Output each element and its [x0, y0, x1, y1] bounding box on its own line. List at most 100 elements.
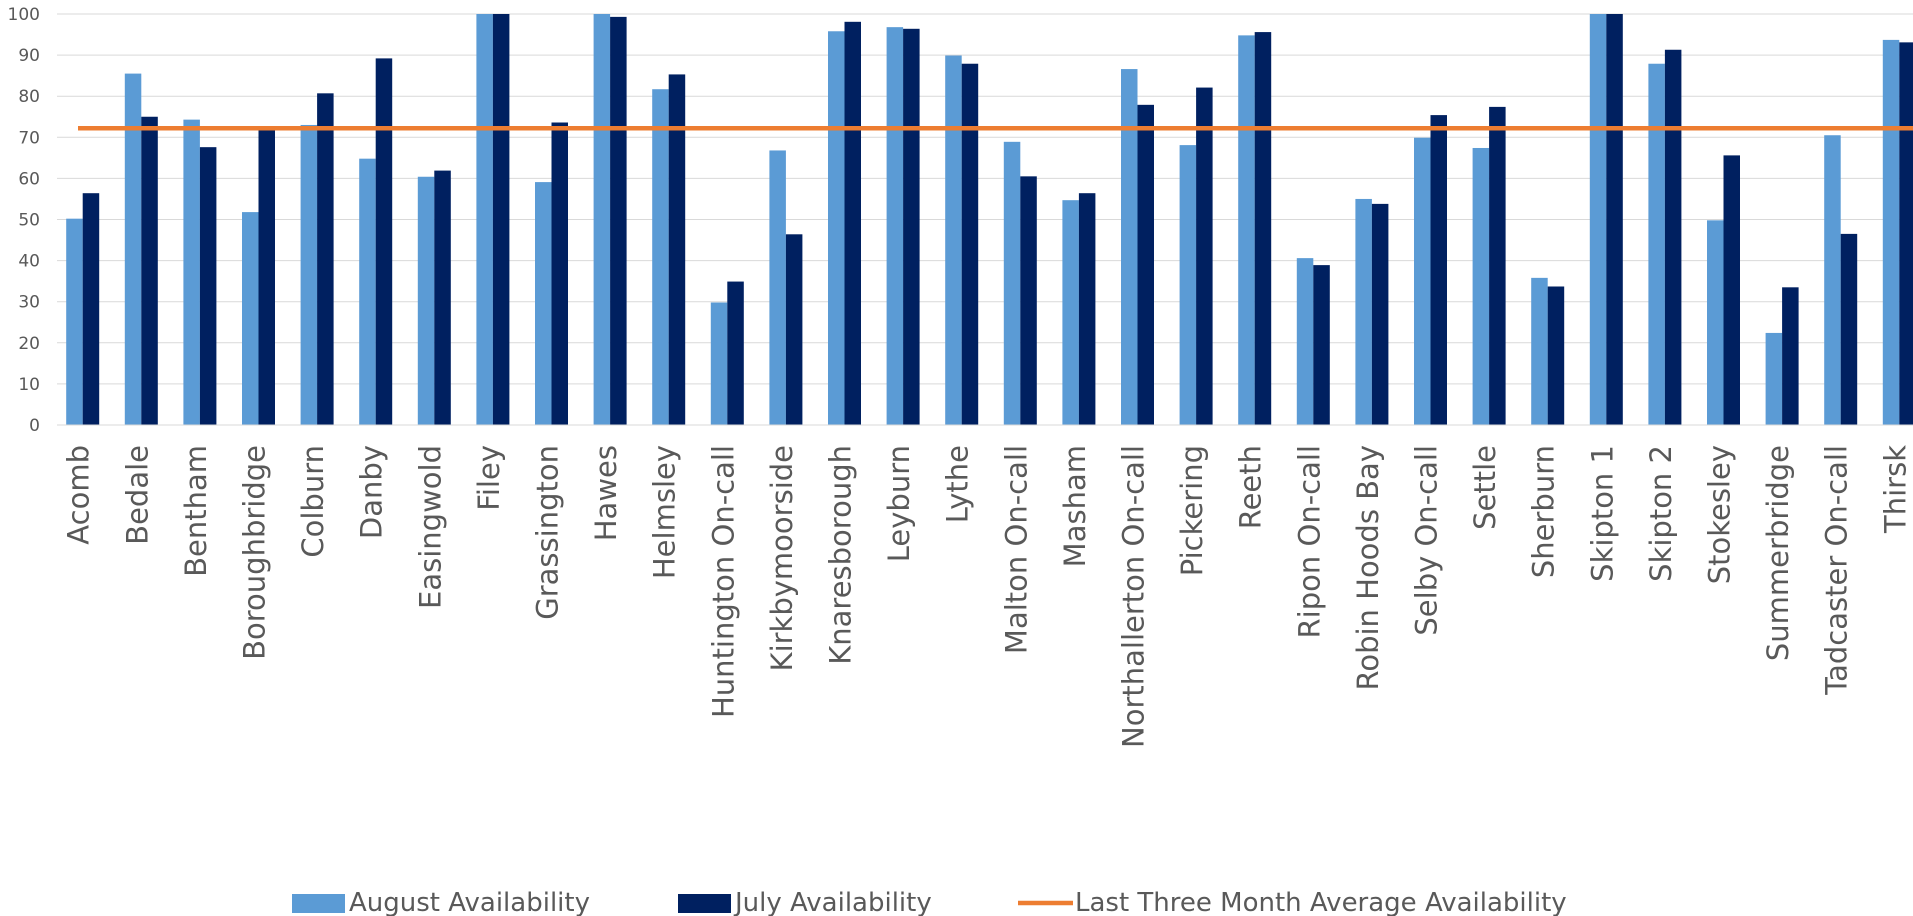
july-bar-5 [375, 58, 393, 425]
legend-label: Last Three Month Average Availability [1075, 888, 1567, 916]
august-bar-21 [1296, 258, 1314, 425]
july-bar-9 [610, 16, 627, 425]
y-tick-label: 40 [18, 252, 40, 272]
y-tick-label: 50 [18, 211, 40, 231]
bars [66, 14, 1913, 426]
legend-average: Last Three Month Average Availability [1018, 888, 1567, 916]
y-tick-label: 70 [18, 128, 40, 148]
july-bar-2 [199, 147, 217, 425]
july-bar-30 [1840, 233, 1858, 425]
august-bar-11 [710, 302, 728, 425]
y-tick-label: 20 [18, 334, 40, 354]
august-bar-28 [1707, 220, 1724, 425]
x-tick-label: Skipton 2 [1644, 445, 1678, 582]
july-bar-17 [1078, 193, 1096, 425]
july-bar-8 [551, 122, 568, 425]
july-bar-12 [785, 234, 803, 425]
august-bar-0 [66, 218, 83, 425]
y-tick-label: 0 [29, 416, 40, 436]
july-bar-15 [961, 63, 979, 426]
x-tick-label: Boroughbridge [238, 445, 272, 660]
legend: August Availability July Availability Last… [292, 888, 1567, 916]
july-bar-28 [1723, 155, 1740, 425]
august-bar-22 [1355, 198, 1372, 425]
x-tick-label: Easingwold [413, 445, 447, 609]
x-tick-label: Knaresborough [824, 445, 858, 665]
august-bar-12 [769, 150, 786, 425]
july-bar-11 [727, 281, 744, 425]
august-bar-18 [1121, 69, 1138, 425]
x-tick-label: Sherburn [1527, 445, 1561, 578]
x-tick-label: Northallerton On-call [1117, 445, 1151, 748]
x-tick-label: Grassington [531, 445, 565, 620]
july-bar-26 [1606, 14, 1623, 425]
august-bar-7 [476, 14, 493, 425]
july-bar-7 [492, 14, 510, 425]
july-bar-24 [1489, 106, 1506, 426]
legend-august: August Availability [292, 888, 590, 916]
legend-swatch [678, 894, 731, 913]
x-tick-label: Settle [1468, 445, 1502, 530]
august-bar-31 [1882, 39, 1900, 425]
x-tick-label: Lythe [941, 445, 975, 523]
x-tick-label: Pickering [1175, 445, 1209, 576]
y-tick-label: 100 [8, 5, 40, 25]
x-tick-label: Danby [355, 445, 389, 539]
x-tick-label: Malton On-call [999, 445, 1033, 654]
x-tick-label: Masham [1058, 445, 1092, 567]
august-bar-17 [1062, 200, 1079, 425]
july-bar-27 [1664, 49, 1682, 426]
x-tick-label: Summerbridge [1761, 445, 1795, 661]
july-bar-1 [141, 116, 158, 425]
x-tick-label: Skipton 1 [1585, 445, 1619, 582]
august-bar-19 [1179, 145, 1197, 425]
august-bar-16 [1003, 141, 1021, 426]
july-bar-6 [434, 170, 451, 425]
august-bar-8 [535, 182, 552, 425]
july-bar-20 [1254, 32, 1272, 426]
axes: 0 10 20 30 40 50 60 70 80 90 100 Acomb Bedale Bentham… [8, 5, 1913, 748]
july-bar-10 [668, 74, 686, 426]
august-bar-1 [124, 73, 142, 425]
x-tick-label: Thirsk [1878, 445, 1912, 534]
legend-july: July Availability [678, 888, 932, 916]
x-tick-label: Reeth [1234, 445, 1268, 529]
august-bar-30 [1824, 135, 1841, 425]
august-bar-5 [359, 158, 376, 425]
y-tick-label: 90 [18, 46, 40, 66]
y-tick-label: 10 [18, 375, 40, 395]
july-bar-21 [1313, 265, 1330, 425]
august-bar-26 [1589, 14, 1607, 425]
legend-swatch [292, 894, 345, 913]
july-bar-29 [1782, 287, 1799, 425]
august-bar-9 [593, 14, 611, 425]
x-tick-label: Hawes [589, 445, 623, 541]
july-bar-0 [82, 193, 100, 425]
august-bar-6 [417, 176, 435, 425]
august-bar-4 [300, 124, 318, 425]
july-bar-13 [844, 21, 861, 426]
x-tick-label: Robin Hoods Bay [1351, 445, 1385, 691]
july-bar-18 [1137, 104, 1154, 426]
x-tick-label: Selby On-call [1410, 445, 1444, 636]
legend-label: August Availability [349, 888, 590, 916]
july-bar-19 [1196, 87, 1213, 425]
x-tick-label: Acomb [62, 445, 96, 545]
august-bar-23 [1414, 137, 1431, 425]
july-bar-31 [1899, 42, 1913, 425]
july-bar-25 [1547, 286, 1565, 425]
august-bar-2 [183, 119, 200, 425]
x-tick-label: Tadcaster On-call [1820, 445, 1854, 696]
august-bar-27 [1648, 63, 1665, 426]
august-bar-3 [242, 212, 259, 425]
august-bar-24 [1472, 147, 1490, 425]
august-bar-15 [945, 55, 962, 426]
july-bar-3 [258, 129, 275, 425]
august-bar-20 [1238, 35, 1255, 425]
legend-label: July Availability [733, 888, 932, 916]
july-bar-4 [317, 93, 334, 425]
x-tick-label: Bentham [179, 445, 213, 577]
august-bar-10 [652, 89, 669, 425]
july-bar-23 [1430, 115, 1447, 425]
